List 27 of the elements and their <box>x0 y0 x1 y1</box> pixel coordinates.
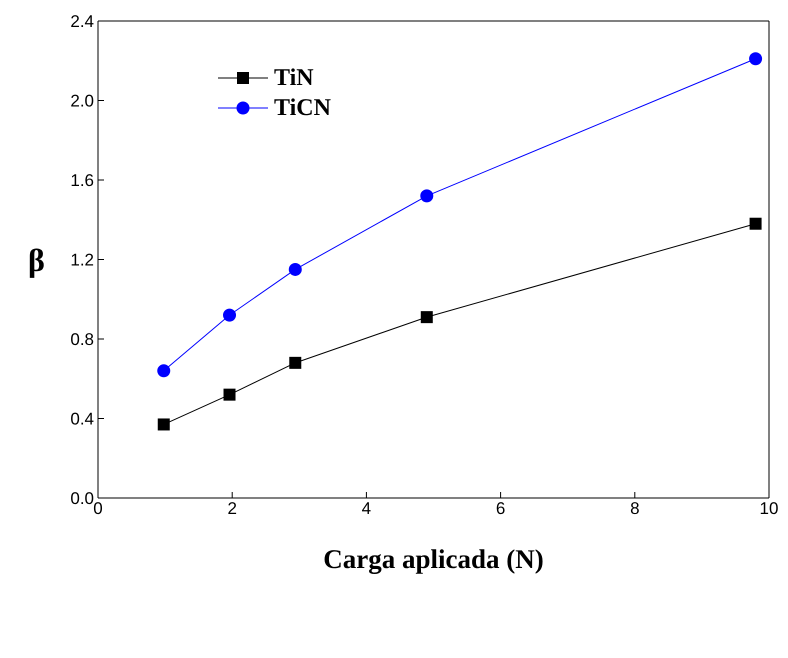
x-tick-label: 10 <box>760 499 778 518</box>
point <box>157 364 170 378</box>
y-tick-label: 1.6 <box>70 171 94 190</box>
legend-label: TiN <box>274 64 314 92</box>
y-tick-label: 1.2 <box>70 250 94 270</box>
x-tick-label: 6 <box>496 499 506 518</box>
y-axis-title: β <box>28 242 45 278</box>
y-tick-label: 2.0 <box>70 92 94 111</box>
y-tick-label: 0.4 <box>70 410 94 429</box>
point <box>224 388 236 401</box>
y-tick-label: 0.0 <box>70 489 94 508</box>
y-tick-label: 2.4 <box>70 12 94 32</box>
point <box>223 308 236 322</box>
point <box>288 262 302 276</box>
x-tick-label: 2 <box>227 499 237 518</box>
point <box>158 418 170 430</box>
x-tick-label: 0 <box>93 499 103 518</box>
point <box>750 218 762 230</box>
y-tick-label: 0.8 <box>70 330 94 350</box>
x-tick-label: 4 <box>362 499 372 518</box>
legend-label: TiCN <box>274 94 331 122</box>
point <box>749 52 762 66</box>
point <box>289 356 302 369</box>
x-tick-label: 8 <box>630 499 640 518</box>
point <box>420 189 434 202</box>
x-axis-title: Carga aplicada (N) <box>323 544 544 574</box>
point <box>420 311 433 324</box>
